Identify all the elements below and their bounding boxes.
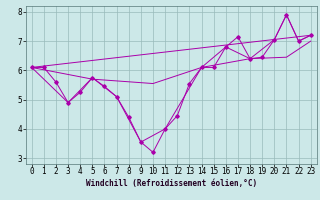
X-axis label: Windchill (Refroidissement éolien,°C): Windchill (Refroidissement éolien,°C) bbox=[86, 179, 257, 188]
